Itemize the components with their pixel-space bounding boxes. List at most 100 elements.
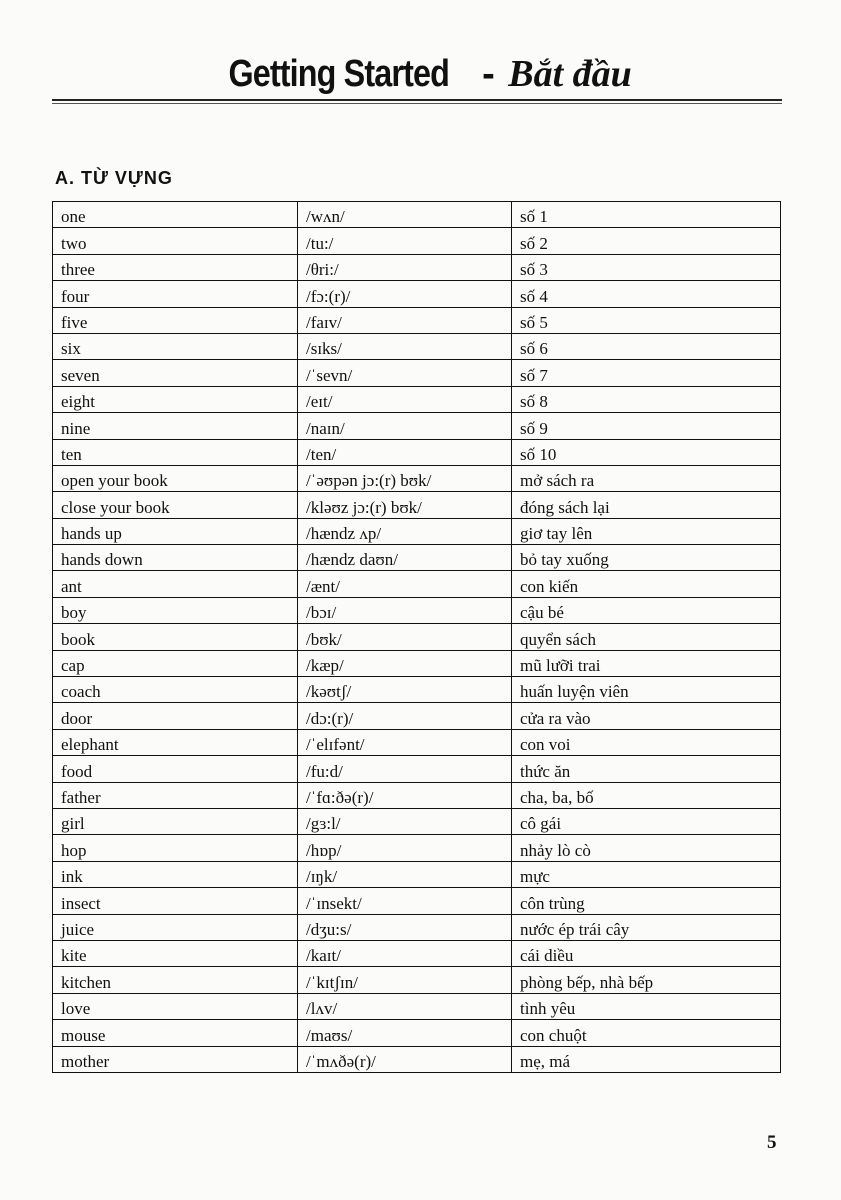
table-row: insect/ˈɪnsekt/côn trùng	[52, 887, 781, 915]
table-row: nine/naɪn/số 9	[52, 412, 781, 440]
word-cell: seven	[52, 359, 298, 387]
meaning-cell: cái diều	[511, 939, 781, 968]
table-row: ink/ɪŋk/mực	[52, 860, 781, 889]
word-cell: love	[52, 992, 298, 1021]
table-row: boy/bɔɪ/cậu bé	[52, 596, 781, 625]
word-cell: three	[52, 253, 298, 282]
word-cell: hands up	[52, 517, 298, 546]
phonetic-cell: /θri:/	[297, 253, 512, 282]
table-row: two/tu:/số 2	[52, 227, 781, 255]
title-vietnamese: Bắt đầu	[508, 53, 632, 95]
table-row: door/dɔ:(r)/cửa ra vào	[52, 702, 781, 730]
phonetic-cell: /hændz ʌp/	[297, 517, 512, 546]
word-cell: kite	[52, 939, 298, 968]
table-row: three/θri:/số 3	[52, 253, 781, 282]
phonetic-cell: /kəʊtʃ/	[297, 676, 512, 704]
meaning-cell: tình yêu	[511, 992, 781, 1021]
word-cell: four	[52, 280, 298, 308]
phonetic-cell: /ten/	[297, 438, 512, 466]
word-cell: hop	[52, 834, 298, 862]
title-rule-thin	[52, 103, 782, 104]
word-cell: coach	[52, 676, 298, 704]
meaning-cell: con chuột	[511, 1019, 781, 1047]
meaning-cell: quyển sách	[511, 623, 781, 651]
word-cell: door	[52, 702, 298, 730]
phonetic-cell: /sɪks/	[297, 332, 512, 361]
phonetic-cell: /wʌn/	[297, 200, 512, 229]
phonetic-cell: /maʊs/	[297, 1019, 512, 1047]
meaning-cell: số 9	[511, 412, 781, 440]
phonetic-cell: /kæp/	[297, 649, 512, 678]
phonetic-cell: /ˈkɪtʃɪn/	[297, 966, 512, 994]
phonetic-cell: /tu:/	[297, 227, 512, 255]
table-row: girl/gɜ:l/cô gái	[52, 807, 781, 836]
meaning-cell: mẹ, má	[511, 1045, 781, 1073]
phonetic-cell: /faɪv/	[297, 306, 512, 334]
table-row: food/fu:d/thức ăn	[52, 755, 781, 783]
phonetic-cell: /bɔɪ/	[297, 596, 512, 625]
meaning-cell: thức ăn	[511, 755, 781, 783]
word-cell: ant	[52, 570, 298, 598]
phonetic-cell: /dʒu:s/	[297, 913, 512, 941]
page-number: 5	[767, 1132, 777, 1153]
meaning-cell: đóng sách lại	[511, 491, 781, 519]
phonetic-cell: /ɪŋk/	[297, 860, 512, 889]
meaning-cell: cậu bé	[511, 596, 781, 625]
meaning-cell: con kiến	[511, 570, 781, 598]
table-row: mother/ˈmʌðə(r)/mẹ, má	[52, 1045, 781, 1073]
phonetic-cell: /lʌv/	[297, 992, 512, 1021]
meaning-cell: cha, ba, bố	[511, 781, 781, 809]
table-row: mouse/maʊs/con chuột	[52, 1019, 781, 1047]
meaning-cell: huấn luyện viên	[511, 676, 781, 704]
phonetic-cell: /ænt/	[297, 570, 512, 598]
phonetic-cell: /kaɪt/	[297, 939, 512, 968]
phonetic-cell: /bʊk/	[297, 623, 512, 651]
table-row: coach/kəʊtʃ/huấn luyện viên	[52, 676, 781, 704]
table-row: book/bʊk/quyển sách	[52, 623, 781, 651]
meaning-cell: mở sách ra	[511, 464, 781, 493]
word-cell: kitchen	[52, 966, 298, 994]
meaning-cell: mực	[511, 860, 781, 889]
word-cell: father	[52, 781, 298, 809]
title-separator: -	[482, 53, 495, 95]
meaning-cell: mũ lưỡi trai	[511, 649, 781, 678]
phonetic-cell: /ˈfɑ:ðə(r)/	[297, 781, 512, 809]
table-row: kitchen/ˈkɪtʃɪn/phòng bếp, nhà bếp	[52, 966, 781, 994]
word-cell: mother	[52, 1045, 298, 1073]
phonetic-cell: /hɒp/	[297, 834, 512, 862]
phonetic-cell: /fu:d/	[297, 755, 512, 783]
meaning-cell: số 7	[511, 359, 781, 387]
phonetic-cell: /ˈəʊpən jɔ:(r) bʊk/	[297, 464, 512, 493]
phonetic-cell: /fɔ:(r)/	[297, 280, 512, 308]
page-title: Getting Started - Bắt đầu	[0, 52, 841, 96]
meaning-cell: số 1	[511, 200, 781, 229]
meaning-cell: số 2	[511, 227, 781, 255]
meaning-cell: số 4	[511, 280, 781, 308]
word-cell: girl	[52, 807, 298, 836]
table-row: juice/dʒu:s/nước ép trái cây	[52, 913, 781, 941]
word-cell: elephant	[52, 728, 298, 757]
table-row: eight/eɪt/số 8	[52, 385, 781, 414]
table-row: hop/hɒp/nhảy lò cò	[52, 834, 781, 862]
meaning-cell: giơ tay lên	[511, 517, 781, 546]
word-cell: open your book	[52, 464, 298, 493]
word-cell: boy	[52, 596, 298, 625]
meaning-cell: cửa ra vào	[511, 702, 781, 730]
table-row: six/sɪks/số 6	[52, 332, 781, 361]
table-row: ant/ænt/con kiến	[52, 570, 781, 598]
word-cell: juice	[52, 913, 298, 941]
phonetic-cell: /kləʊz jɔ:(r) bʊk/	[297, 491, 512, 519]
table-row: ten/ten/số 10	[52, 438, 781, 466]
meaning-cell: nhảy lò cò	[511, 834, 781, 862]
table-row: seven/ˈsevn/số 7	[52, 359, 781, 387]
word-cell: ink	[52, 860, 298, 889]
word-cell: book	[52, 623, 298, 651]
meaning-cell: số 8	[511, 385, 781, 414]
table-row: hands down/hændz daʊn/bỏ tay xuống	[52, 544, 781, 572]
word-cell: hands down	[52, 544, 298, 572]
meaning-cell: số 6	[511, 332, 781, 361]
meaning-cell: con voi	[511, 728, 781, 757]
phonetic-cell: /gɜ:l/	[297, 807, 512, 836]
word-cell: mouse	[52, 1019, 298, 1047]
word-cell: eight	[52, 385, 298, 414]
